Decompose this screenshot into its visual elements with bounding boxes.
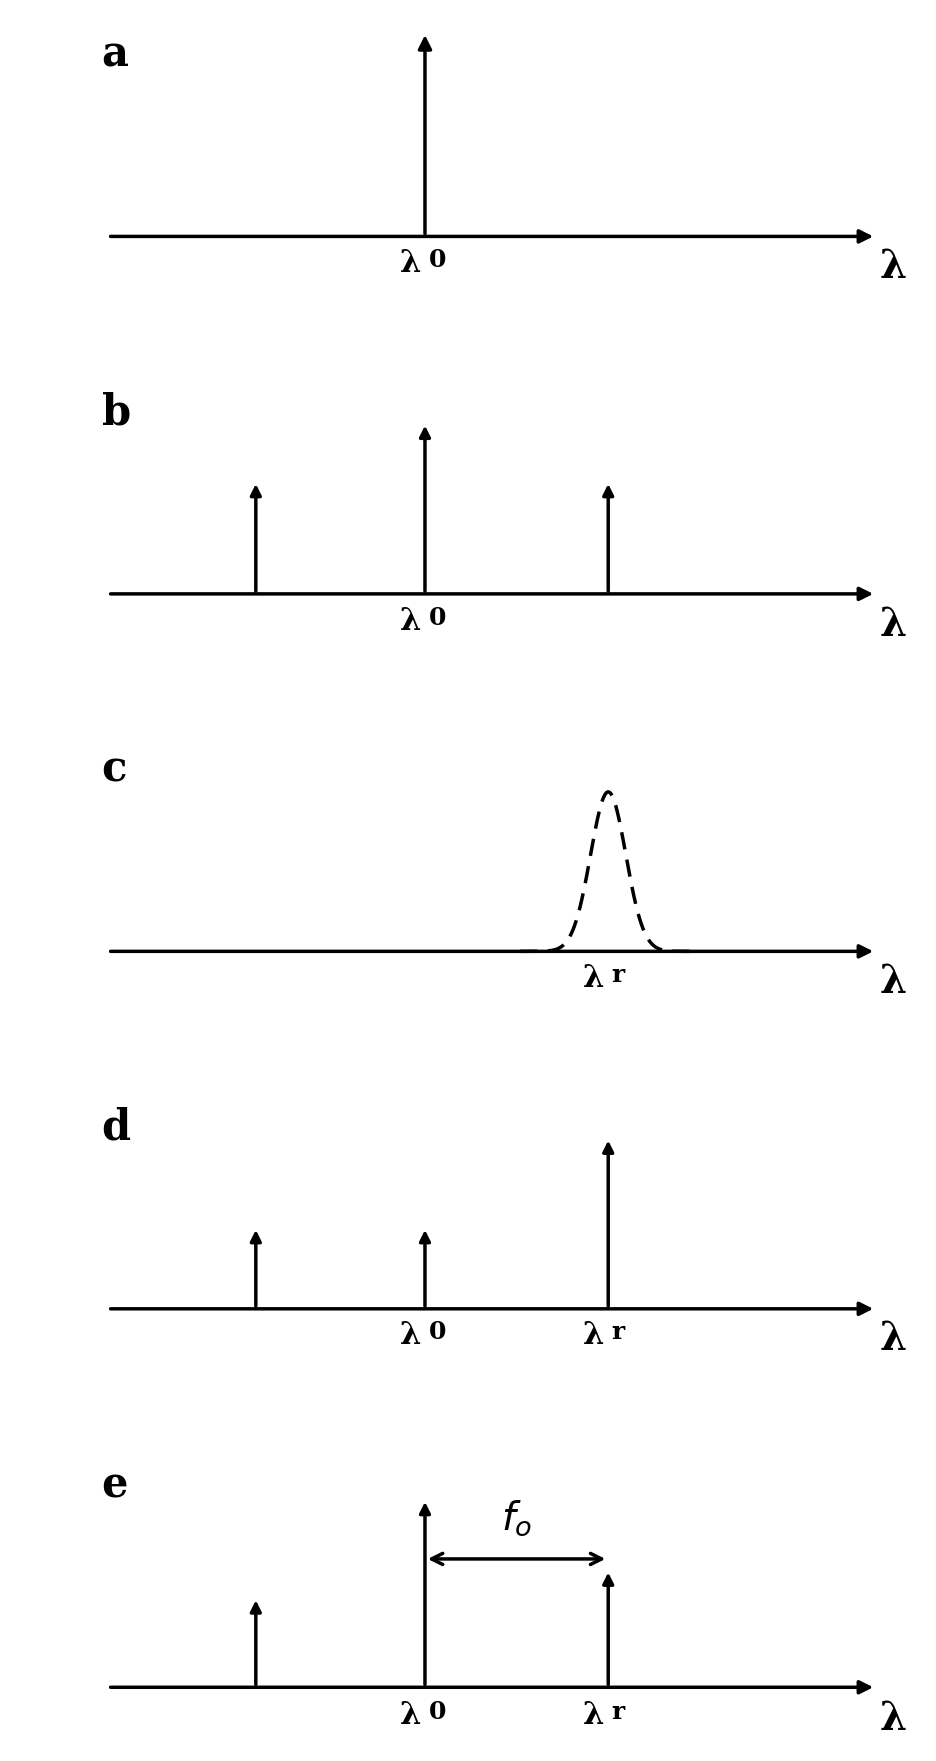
Text: r: r — [611, 1699, 624, 1724]
Text: λ: λ — [400, 1699, 421, 1731]
Text: r: r — [611, 963, 624, 986]
Text: r: r — [611, 1321, 624, 1344]
Text: λ: λ — [879, 1699, 906, 1738]
Text: λ: λ — [400, 1321, 421, 1351]
Text: 0: 0 — [428, 1699, 446, 1724]
Text: d: d — [101, 1106, 131, 1148]
Text: λ: λ — [400, 248, 421, 278]
Text: λ: λ — [583, 963, 604, 993]
Text: e: e — [101, 1465, 128, 1506]
Text: c: c — [101, 748, 127, 791]
Text: λ: λ — [879, 248, 906, 285]
Text: a: a — [101, 33, 128, 76]
Text: λ: λ — [879, 1321, 906, 1358]
Text: λ: λ — [879, 963, 906, 1000]
Text: λ: λ — [400, 606, 421, 636]
Text: 0: 0 — [428, 1321, 446, 1344]
Text: $f_o$: $f_o$ — [501, 1499, 532, 1537]
Text: 0: 0 — [428, 606, 446, 629]
Text: λ: λ — [879, 606, 906, 643]
Text: λ: λ — [583, 1321, 604, 1351]
Text: λ: λ — [583, 1699, 604, 1731]
Text: b: b — [101, 391, 131, 433]
Text: 0: 0 — [428, 248, 446, 273]
